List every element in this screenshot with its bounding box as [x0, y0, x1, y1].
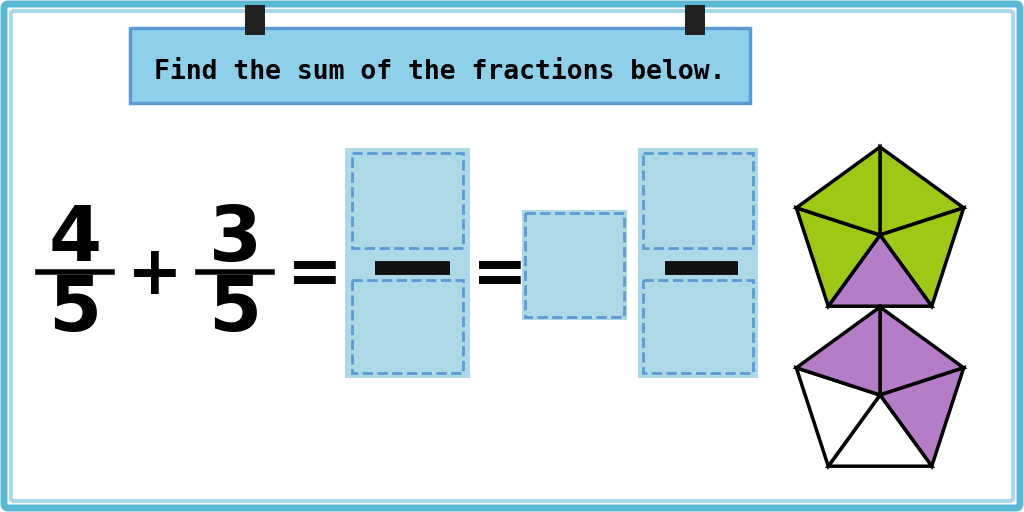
Bar [345, 148, 470, 378]
Polygon shape [797, 147, 880, 235]
Bar [245, 5, 265, 35]
Text: =: = [472, 242, 528, 308]
Bar [638, 148, 758, 378]
Bar [522, 210, 627, 320]
Polygon shape [797, 307, 880, 395]
Bar [685, 5, 705, 35]
Polygon shape [880, 368, 964, 466]
Bar [525, 213, 624, 317]
Polygon shape [797, 208, 880, 306]
Text: 3: 3 [209, 203, 261, 277]
Bar [643, 153, 753, 248]
Text: =: = [287, 242, 343, 308]
Polygon shape [828, 235, 932, 306]
Text: 5: 5 [208, 273, 261, 347]
Polygon shape [880, 208, 964, 306]
Polygon shape [828, 395, 932, 466]
FancyBboxPatch shape [4, 4, 1020, 508]
Bar [352, 280, 463, 373]
Text: 5: 5 [48, 273, 101, 347]
Bar [130, 28, 750, 103]
Polygon shape [880, 147, 964, 235]
Bar [643, 280, 753, 373]
FancyBboxPatch shape [11, 11, 1013, 501]
Text: Find the sum of the fractions below.: Find the sum of the fractions below. [155, 59, 726, 85]
Text: 4: 4 [48, 203, 101, 277]
Polygon shape [797, 368, 880, 466]
Polygon shape [880, 307, 964, 395]
Bar [352, 153, 463, 248]
Text: +: + [127, 242, 183, 308]
